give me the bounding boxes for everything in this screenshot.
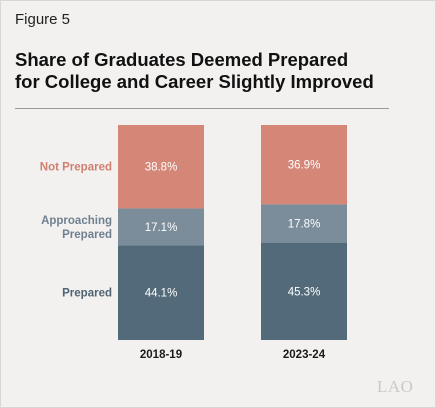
data-label-not-prepared-2018-19: 38.8%	[145, 162, 178, 174]
bar-segment-approaching-2023-24	[261, 204, 347, 243]
data-label-prepared-2023-24: 45.3%	[288, 286, 321, 298]
x-tick-label-2023-24: 2023-24	[283, 349, 326, 361]
data-label-not-prepared-2023-24: 36.9%	[288, 160, 321, 172]
series-label-approaching-line-2: Prepared	[62, 229, 112, 241]
bar-segment-prepared-2023-24	[261, 242, 347, 340]
bar-segment-not-prepared-2023-24	[261, 125, 347, 205]
data-label-prepared-2018-19: 44.1%	[145, 288, 178, 300]
bar-segment-approaching-2018-19	[118, 208, 204, 246]
data-label-approaching-2018-19: 17.1%	[145, 222, 178, 234]
x-tick-label-2018-19: 2018-19	[140, 349, 182, 361]
bar-segment-prepared-2018-19	[118, 245, 204, 340]
bar-segment-not-prepared-2018-19	[118, 125, 204, 209]
series-label-prepared: Prepared	[62, 288, 112, 300]
title-divider	[15, 108, 389, 109]
chart-title: Share of Graduates Deemed Prepared for C…	[15, 49, 425, 93]
series-label-not-prepared: Not Prepared	[40, 162, 112, 174]
data-label-approaching-2023-24: 17.8%	[288, 218, 321, 230]
chart-title-line-2: for College and Career Slightly Improved	[15, 71, 374, 92]
figure-label: Figure 5	[15, 11, 71, 28]
series-label-approaching-line-1: Approaching	[41, 215, 112, 227]
lao-logo: LAO	[377, 377, 414, 396]
chart-title-line-1: Share of Graduates Deemed Prepared	[15, 49, 349, 70]
